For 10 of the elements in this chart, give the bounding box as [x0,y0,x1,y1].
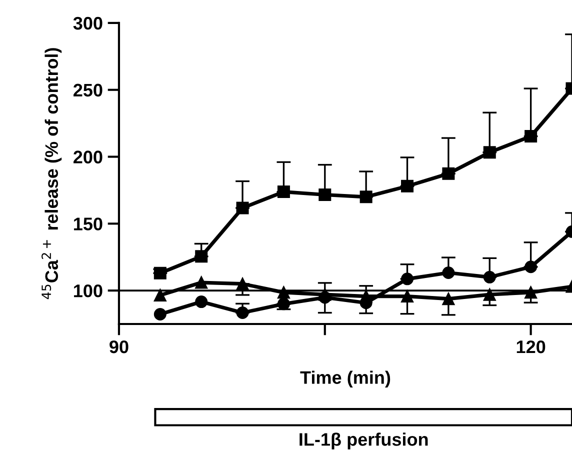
y-tick-label: 300 [73,16,102,30]
x-axis-title: Time (min) [300,370,390,388]
y-tick-label: 250 [74,84,102,97]
y-axis-title: $^{45}$Ca$^{2+}$ release (% of control) [42,48,62,300]
x-tick-label: 120 [516,340,546,354]
text: IL-1β perfusion [300,432,428,450]
y-tick-label: 100 [74,284,102,298]
y-tick-label: 200 [74,150,102,164]
x-tick-label: 90 [110,340,128,354]
y-tick-label: 150 [74,218,102,230]
